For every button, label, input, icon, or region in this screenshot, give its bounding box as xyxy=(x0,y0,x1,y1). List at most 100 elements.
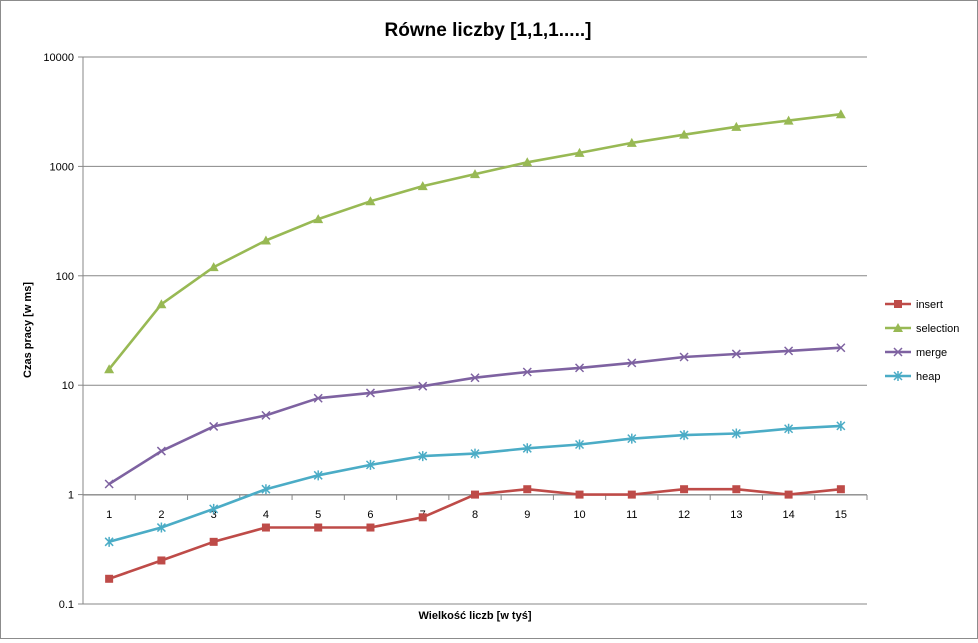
data-point-insert xyxy=(261,523,270,532)
data-point-merge xyxy=(313,393,323,403)
data-point-merge xyxy=(784,346,794,356)
legend-label: insert xyxy=(916,299,943,311)
data-point-merge xyxy=(575,363,585,373)
data-point-insert xyxy=(366,523,375,532)
data-point-insert xyxy=(627,490,636,499)
data-point-heap xyxy=(836,420,846,431)
data-point-insert xyxy=(523,485,532,494)
x-tick-label: 5 xyxy=(315,509,321,521)
data-point-selection xyxy=(208,262,219,272)
data-point-merge xyxy=(104,479,114,489)
series-line-selection xyxy=(108,112,842,371)
data-point-insert xyxy=(418,513,427,522)
data-point-heap xyxy=(104,536,114,547)
data-point-heap xyxy=(522,443,532,454)
data-point-merge xyxy=(261,410,271,420)
series-insert xyxy=(105,485,845,583)
data-point-insert xyxy=(575,490,584,499)
legend-item-heap: heap xyxy=(885,371,940,383)
data-point-insert xyxy=(680,485,689,494)
x-tick-label: 2 xyxy=(158,509,164,521)
legend-marker xyxy=(894,300,902,308)
data-point-selection xyxy=(731,121,742,131)
series-merge xyxy=(104,343,846,489)
data-point-merge xyxy=(731,349,741,359)
data-point-heap xyxy=(679,430,689,441)
legend-marker xyxy=(893,323,903,332)
y-tick-label: 0.1 xyxy=(59,599,74,611)
data-point-merge xyxy=(522,367,532,377)
data-point-selection xyxy=(679,129,690,139)
legend: insert selection merge heap xyxy=(885,299,959,383)
chart-title: Równe liczby [1,1,1.....] xyxy=(385,20,592,41)
data-point-selection xyxy=(156,299,167,309)
data-point-selection xyxy=(260,235,271,245)
data-point-merge xyxy=(679,352,689,362)
x-tick-label: 6 xyxy=(367,509,373,521)
x-tick-label: 15 xyxy=(835,509,847,521)
series-heap xyxy=(104,420,846,547)
legend-label: merge xyxy=(916,347,947,359)
series-selection xyxy=(104,109,846,374)
data-point-selection xyxy=(626,137,637,147)
data-point-merge xyxy=(836,343,846,353)
x-tick-label: 3 xyxy=(211,509,217,521)
x-tick-label: 8 xyxy=(472,509,478,521)
data-point-merge xyxy=(365,388,375,398)
data-point-heap xyxy=(470,448,480,459)
data-point-selection xyxy=(365,196,376,206)
data-point-heap xyxy=(209,503,219,514)
data-point-insert xyxy=(471,490,479,499)
legend-item-merge: merge xyxy=(885,347,947,359)
x-tick-label: 1 xyxy=(106,509,112,521)
x-tick-label: 13 xyxy=(730,509,742,521)
legend-item-insert: insert xyxy=(885,299,943,311)
legend-label: selection xyxy=(916,323,959,335)
data-point-insert xyxy=(157,556,166,565)
data-point-insert xyxy=(105,574,114,583)
data-point-merge xyxy=(418,381,428,391)
data-point-heap xyxy=(627,433,637,444)
legend-label: heap xyxy=(916,371,940,383)
series-line-insert xyxy=(108,487,842,581)
data-point-selection xyxy=(522,157,533,167)
data-point-heap xyxy=(261,484,271,495)
data-point-merge xyxy=(156,446,166,456)
y-axis-ticks: 0.1 1 10 100 1000 10000 xyxy=(43,52,83,611)
data-point-insert xyxy=(314,523,323,532)
data-point-selection xyxy=(470,169,480,179)
legend-marker xyxy=(893,371,903,381)
data-point-heap xyxy=(575,439,585,450)
x-tick-label: 12 xyxy=(678,509,690,521)
y-tick-label: 10 xyxy=(62,380,74,392)
data-point-insert xyxy=(209,537,218,546)
series-group xyxy=(104,109,846,583)
y-axis-label: Czas pracy [w ms] xyxy=(22,282,34,378)
series-line-heap xyxy=(108,424,841,544)
data-point-heap xyxy=(731,428,741,439)
y-tick-label: 10000 xyxy=(43,52,74,64)
legend-marker xyxy=(893,347,903,357)
y-tick-label: 1 xyxy=(68,490,74,502)
data-point-selection xyxy=(417,181,428,191)
data-point-merge xyxy=(209,421,219,431)
data-point-selection xyxy=(835,109,846,119)
data-point-selection xyxy=(313,214,324,224)
x-axis-ticks: 123456789101112131415 xyxy=(82,494,868,521)
legend-item-selection: selection xyxy=(885,323,959,335)
x-tick-label: 9 xyxy=(524,509,530,521)
x-tick-label: 14 xyxy=(782,509,794,521)
x-axis-label: Wielkość liczb [w tyś] xyxy=(419,610,532,622)
x-tick-label: 4 xyxy=(263,509,269,521)
data-point-insert xyxy=(836,485,845,494)
data-point-heap xyxy=(418,451,428,462)
data-point-heap xyxy=(313,470,323,481)
data-point-merge xyxy=(627,358,637,368)
series-line-merge xyxy=(108,346,841,486)
data-point-merge xyxy=(470,373,480,383)
data-point-selection xyxy=(574,147,585,157)
x-tick-label: 11 xyxy=(626,509,637,521)
y-tick-label: 100 xyxy=(56,271,74,283)
